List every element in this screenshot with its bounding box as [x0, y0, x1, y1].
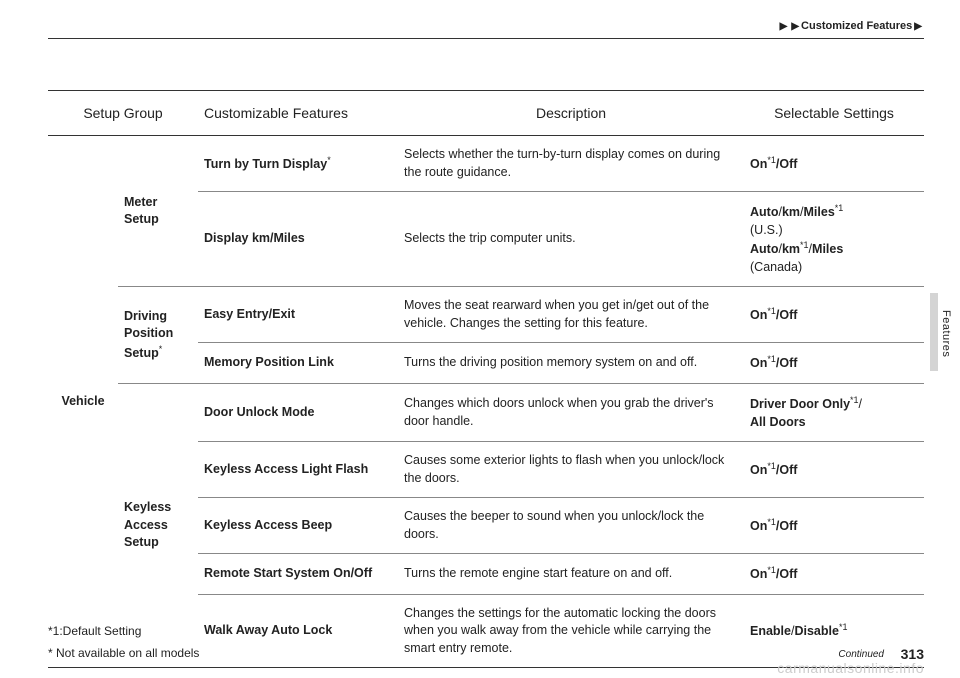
- breadcrumb: ▶▶Customized Features▶: [778, 20, 924, 32]
- arrow-icon: ▶: [780, 21, 788, 32]
- breadcrumb-text: Customized Features: [801, 20, 912, 32]
- col-selectable: Selectable Settings: [744, 91, 924, 136]
- feature-settings: On*1/Off: [744, 343, 924, 384]
- feature-name: Door Unlock Mode: [198, 383, 398, 441]
- table-header-row: Setup Group Customizable Features Descri…: [48, 91, 924, 136]
- feature-name: Memory Position Link: [198, 343, 398, 384]
- feature-name: Easy Entry/Exit: [198, 287, 398, 343]
- subgroup-meter: Meter Setup: [118, 136, 198, 287]
- table-row: Driving Position Setup* Easy Entry/Exit …: [48, 287, 924, 343]
- feature-settings: Driver Door Only*1/All Doors: [744, 383, 924, 441]
- col-customizable: Customizable Features: [198, 91, 398, 136]
- feature-desc: Causes some exterior lights to flash whe…: [398, 442, 744, 498]
- feature-desc: Changes which doors unlock when you grab…: [398, 383, 744, 441]
- feature-desc: Turns the driving position memory system…: [398, 343, 744, 384]
- footer: *1:Default Setting * Not available on al…: [48, 624, 924, 660]
- feature-settings: On*1/Off: [744, 498, 924, 554]
- feature-name: Turn by Turn Display*: [198, 136, 398, 192]
- footnote-default: *1:Default Setting: [48, 624, 924, 638]
- feature-desc: Moves the seat rearward when you get in/…: [398, 287, 744, 343]
- watermark: carmanualsonline.info: [777, 660, 924, 676]
- side-tab-label: Features: [940, 310, 952, 357]
- footnote-models: * Not available on all models: [48, 646, 924, 660]
- feature-name: Display km/Miles: [198, 192, 398, 287]
- header-rule: [48, 38, 924, 39]
- feature-desc: Selects the trip computer units.: [398, 192, 744, 287]
- arrow-icon: ▶: [914, 21, 922, 32]
- feature-desc: Turns the remote engine start feature on…: [398, 554, 744, 595]
- feature-name: Remote Start System On/Off: [198, 554, 398, 595]
- side-tab-block: [930, 293, 938, 371]
- subgroup-driving: Driving Position Setup*: [118, 287, 198, 384]
- feature-desc: Selects whether the turn-by-turn display…: [398, 136, 744, 192]
- table-row: Vehicle Meter Setup Turn by Turn Display…: [48, 136, 924, 192]
- main-table-container: Setup Group Customizable Features Descri…: [48, 90, 924, 668]
- continued-label: Continued: [838, 649, 884, 660]
- table-row: Keyless Access Setup Door Unlock Mode Ch…: [48, 383, 924, 441]
- feature-settings: On*1/Off: [744, 442, 924, 498]
- group-vehicle: Vehicle: [48, 136, 118, 668]
- feature-settings: On*1/Off: [744, 287, 924, 343]
- feature-settings: Auto/km/Miles*1 (U.S.) Auto/km*1/Miles (…: [744, 192, 924, 287]
- feature-settings: On*1/Off: [744, 554, 924, 595]
- arrow-icon: ▶: [791, 21, 799, 32]
- feature-settings: On*1/Off: [744, 136, 924, 192]
- col-description: Description: [398, 91, 744, 136]
- feature-name: Keyless Access Light Flash: [198, 442, 398, 498]
- feature-desc: Causes the beeper to sound when you unlo…: [398, 498, 744, 554]
- col-setup-group: Setup Group: [48, 91, 198, 136]
- feature-name: Keyless Access Beep: [198, 498, 398, 554]
- features-table: Setup Group Customizable Features Descri…: [48, 90, 924, 668]
